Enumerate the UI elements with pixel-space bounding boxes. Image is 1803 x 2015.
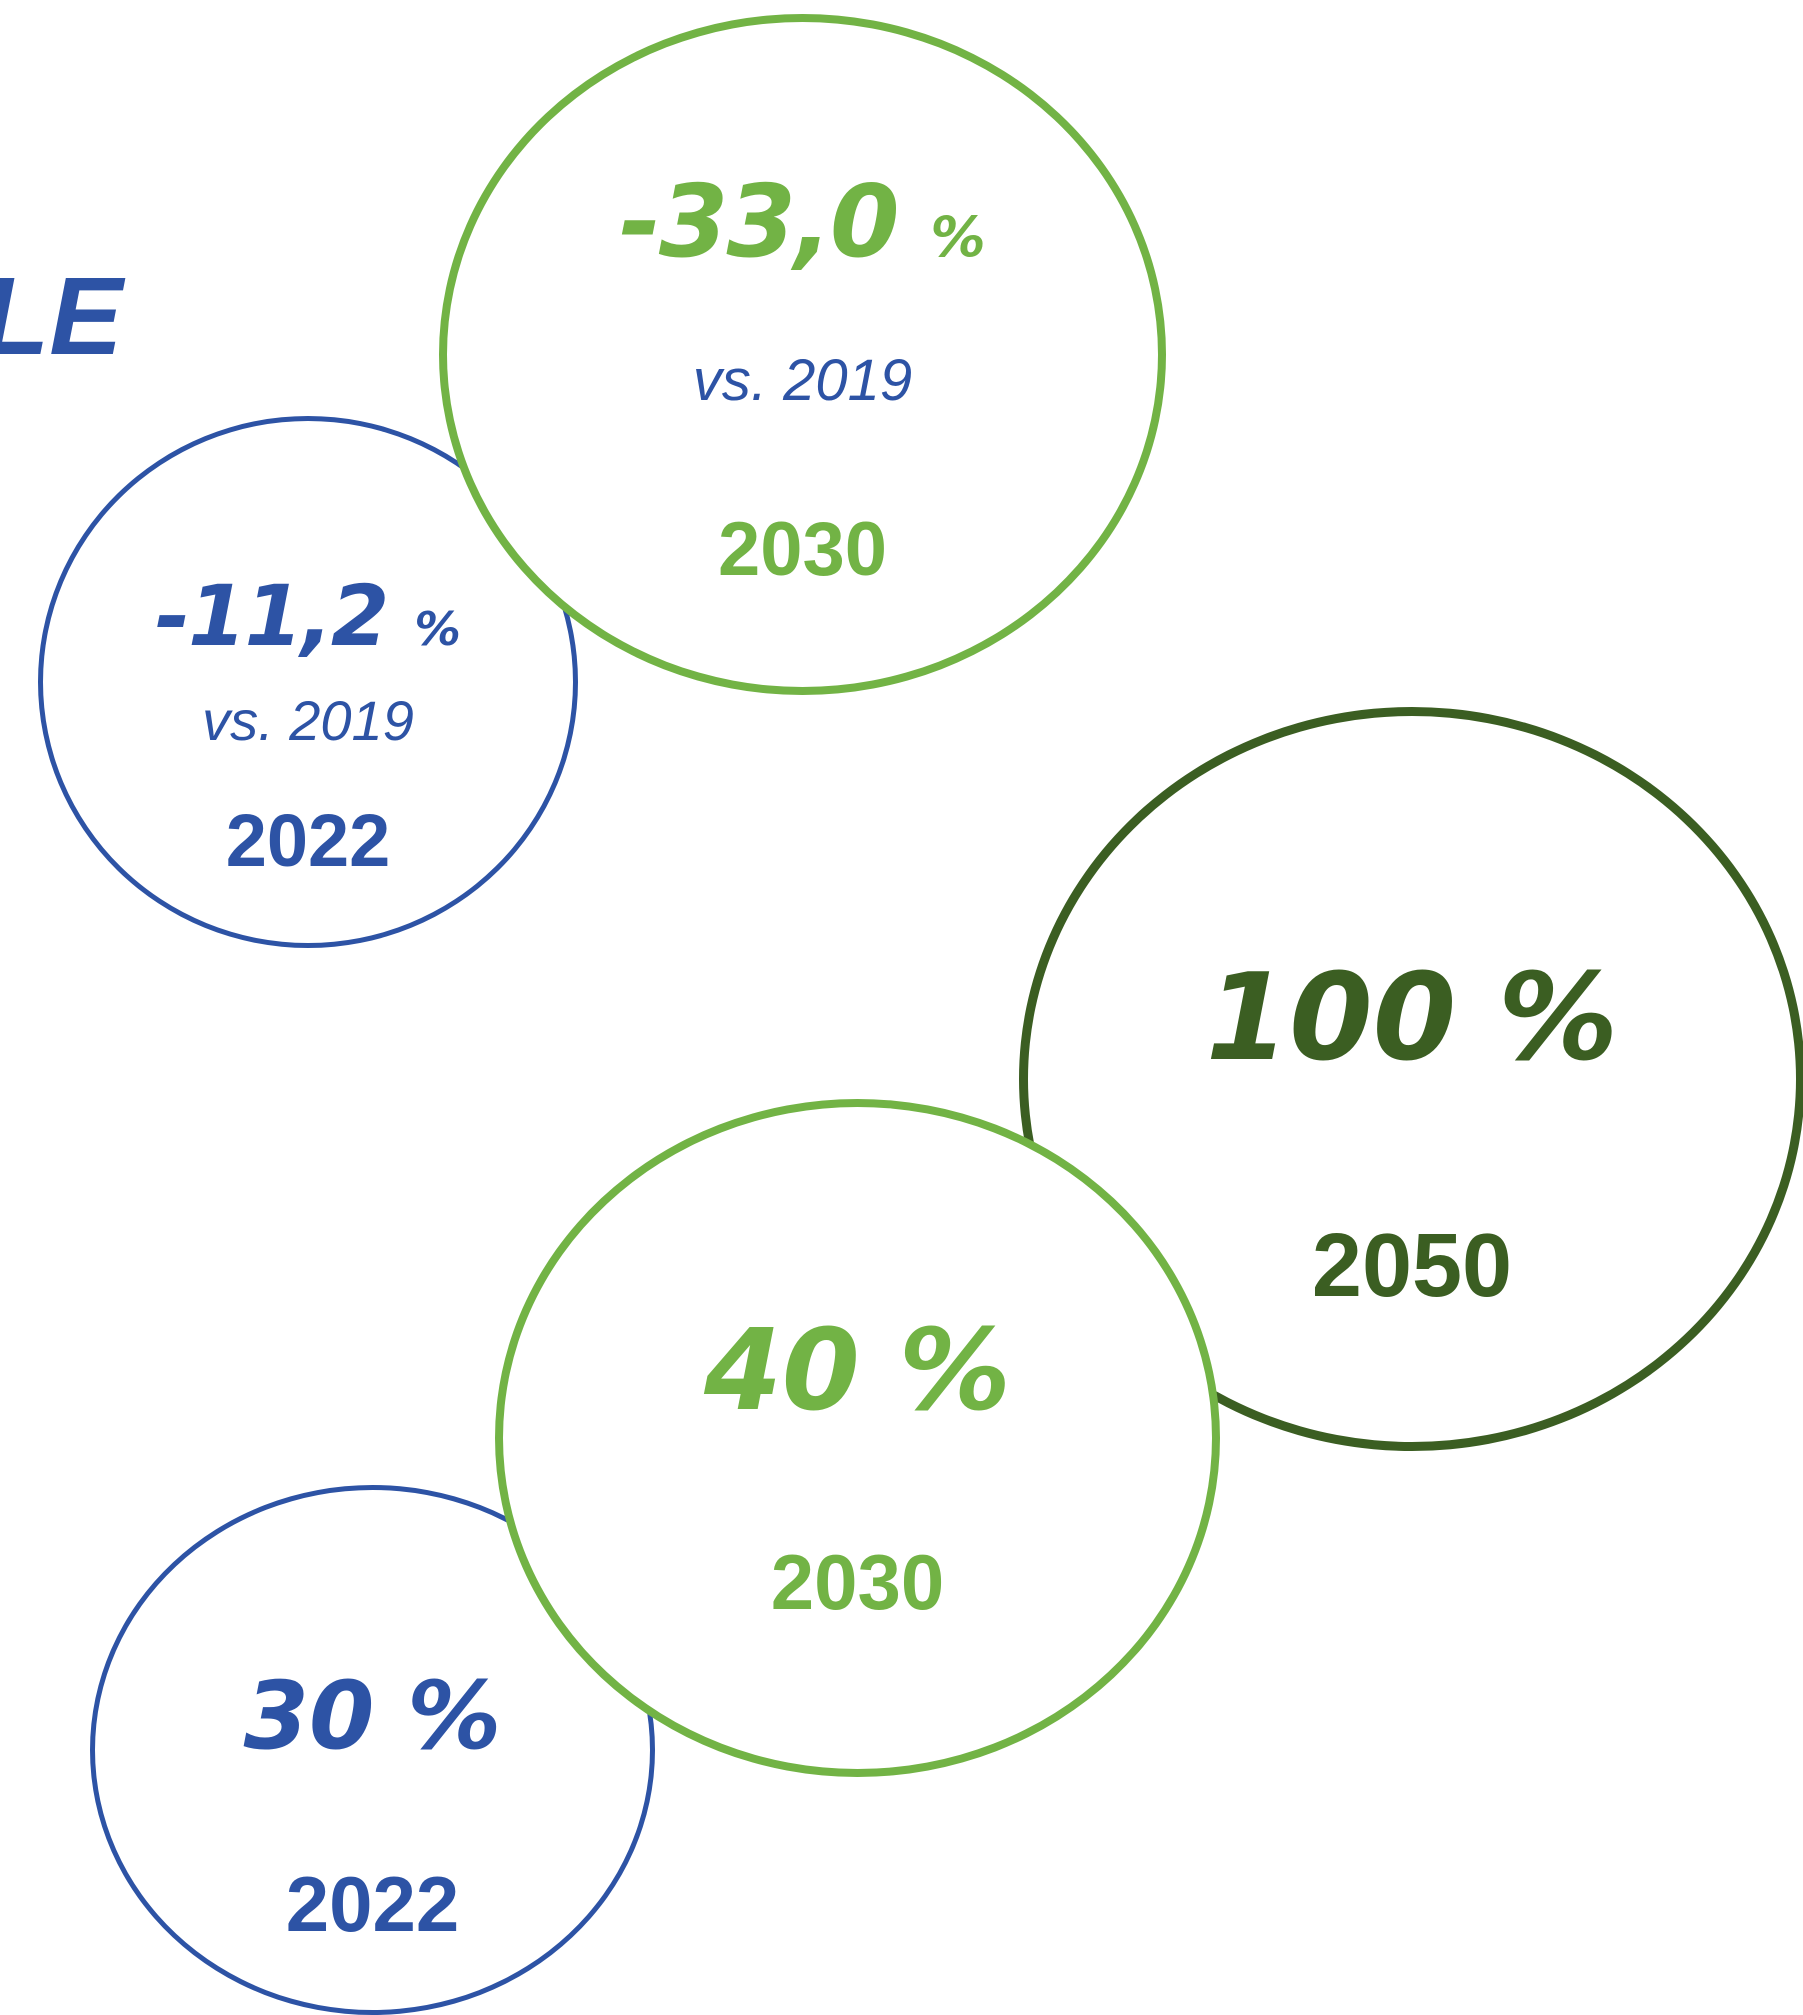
circle-2030-share: 40 % 2030 <box>495 1099 1220 1777</box>
circle-2050-share: 100 % 2050 <box>1019 707 1803 1451</box>
title-fragment: LE <box>0 255 123 378</box>
year-label-2030-share: 2030 <box>770 1538 945 1626</box>
year-label-2022: 2022 <box>225 799 391 882</box>
reduction-value-2022: -11,2 % <box>155 567 461 665</box>
share-value-2030: 40 % <box>703 1306 1012 1436</box>
reduction-value-2030: -33,0 % <box>619 163 986 280</box>
reference-year-2030: vs. 2019 <box>692 348 913 413</box>
year-label-2050: 2050 <box>1311 1216 1513 1316</box>
share-value-2022: 30 % <box>243 1662 502 1771</box>
circle-2030-reduction: -33,0 % vs. 2019 2030 <box>439 14 1166 695</box>
year-label-2030: 2030 <box>717 507 888 592</box>
share-value-2050: 100 % <box>1205 949 1619 1088</box>
year-label-2022-share: 2022 <box>285 1860 460 1948</box>
reference-year-2022: vs. 2019 <box>202 689 414 752</box>
